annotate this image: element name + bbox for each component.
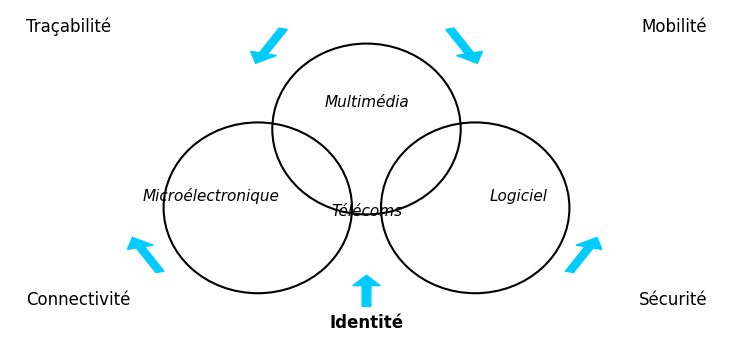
Text: Traçabilité: Traçabilité xyxy=(26,18,111,37)
FancyArrow shape xyxy=(128,237,164,272)
FancyArrow shape xyxy=(446,28,482,63)
Text: Microélectronique: Microélectronique xyxy=(142,188,279,204)
Text: Mobilité: Mobilité xyxy=(641,18,707,36)
Text: Logiciel: Logiciel xyxy=(490,189,548,204)
FancyArrow shape xyxy=(251,28,287,63)
Text: Télécoms: Télécoms xyxy=(331,203,402,219)
Text: Sécurité: Sécurité xyxy=(638,291,707,309)
Text: Identité: Identité xyxy=(329,314,404,332)
FancyArrow shape xyxy=(353,275,380,306)
FancyArrow shape xyxy=(565,237,602,272)
Text: Connectivité: Connectivité xyxy=(26,291,130,309)
Text: Multimédia: Multimédia xyxy=(324,95,409,110)
